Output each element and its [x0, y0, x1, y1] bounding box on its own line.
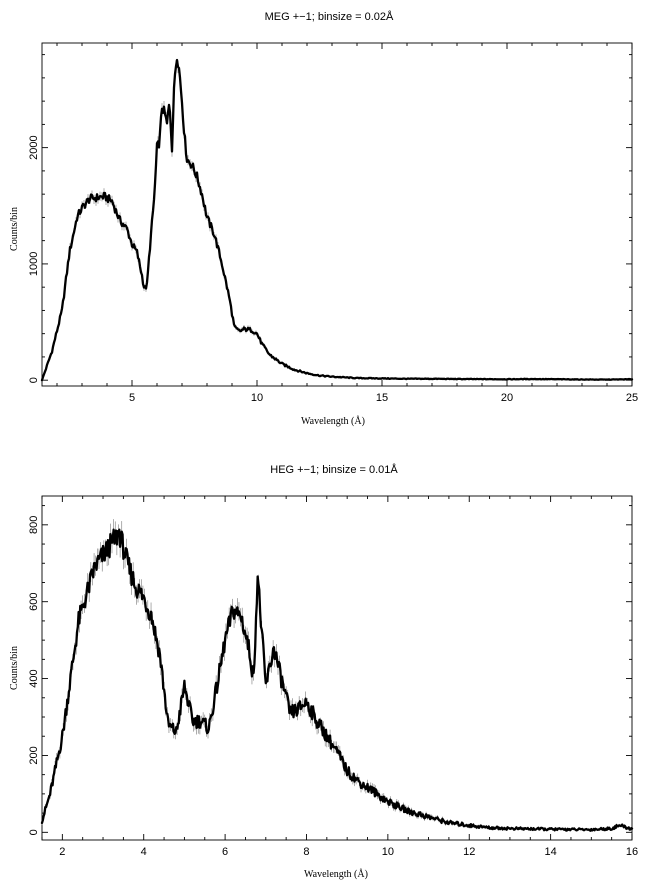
meg-y-tick-label: 2000 — [28, 135, 40, 159]
meg-x-ticks: 5 10 15 20 25 — [56, 43, 638, 404]
heg-x-tick-label: 12 — [463, 846, 475, 858]
heg-y-tick-label: 0 — [28, 829, 40, 835]
heg-x-tick-label: 6 — [222, 846, 228, 858]
heg-x-tick-label: 2 — [59, 846, 65, 858]
meg-y-tick-label: 0 — [28, 377, 40, 383]
meg-spectrum-panel: MEG +−1; binsize = 0.02Å 5 10 15 20 25 0 1000… — [9, 10, 638, 427]
meg-x-tick-label: 10 — [251, 392, 263, 404]
heg-chart-title: HEG +−1; binsize = 0.01Å — [270, 463, 398, 476]
meg-error-bars — [41, 60, 633, 381]
heg-y-tick-label: 800 — [28, 516, 40, 534]
heg-x-tick-label: 16 — [626, 846, 638, 858]
heg-y-tick-label: 400 — [28, 669, 40, 687]
meg-y-tick-label: 1000 — [28, 252, 40, 276]
meg-x-tick-label: 15 — [376, 392, 388, 404]
meg-x-axis-label: Wavelength (Å) — [301, 415, 365, 427]
heg-x-axis-label: Wavelength (Å) — [304, 868, 368, 880]
heg-x-tick-label: 14 — [544, 846, 556, 858]
meg-plot-frame — [41, 42, 633, 387]
heg-y-tick-label: 600 — [28, 593, 40, 611]
heg-y-tick-label: 200 — [28, 746, 40, 764]
heg-spectrum-line — [40, 528, 634, 832]
meg-x-tick-label: 25 — [626, 392, 638, 404]
heg-x-tick-label: 8 — [303, 846, 309, 858]
heg-y-ticks: 0 200 400 600 800 — [28, 505, 632, 835]
heg-x-tick-label: 4 — [141, 846, 147, 858]
heg-x-tick-label: 10 — [382, 846, 394, 858]
meg-x-tick-label: 5 — [129, 392, 135, 404]
heg-x-ticks: 2 4 6 8 10 12 14 16 — [41, 496, 638, 858]
meg-y-axis-label: Counts/bin — [9, 207, 20, 251]
heg-y-axis-label: Counts/bin — [9, 646, 20, 690]
meg-chart-title: MEG +−1; binsize = 0.02Å — [265, 10, 394, 23]
heg-plot-frame — [41, 495, 633, 841]
meg-y-ticks: 0 1000 2000 — [28, 54, 632, 383]
meg-spectrum-line — [40, 58, 634, 382]
meg-x-tick-label: 20 — [501, 392, 513, 404]
heg-spectrum-panel: HEG +−1; binsize = 0.01Å 2 4 6 8 10 12 14 16 02… — [9, 463, 638, 880]
